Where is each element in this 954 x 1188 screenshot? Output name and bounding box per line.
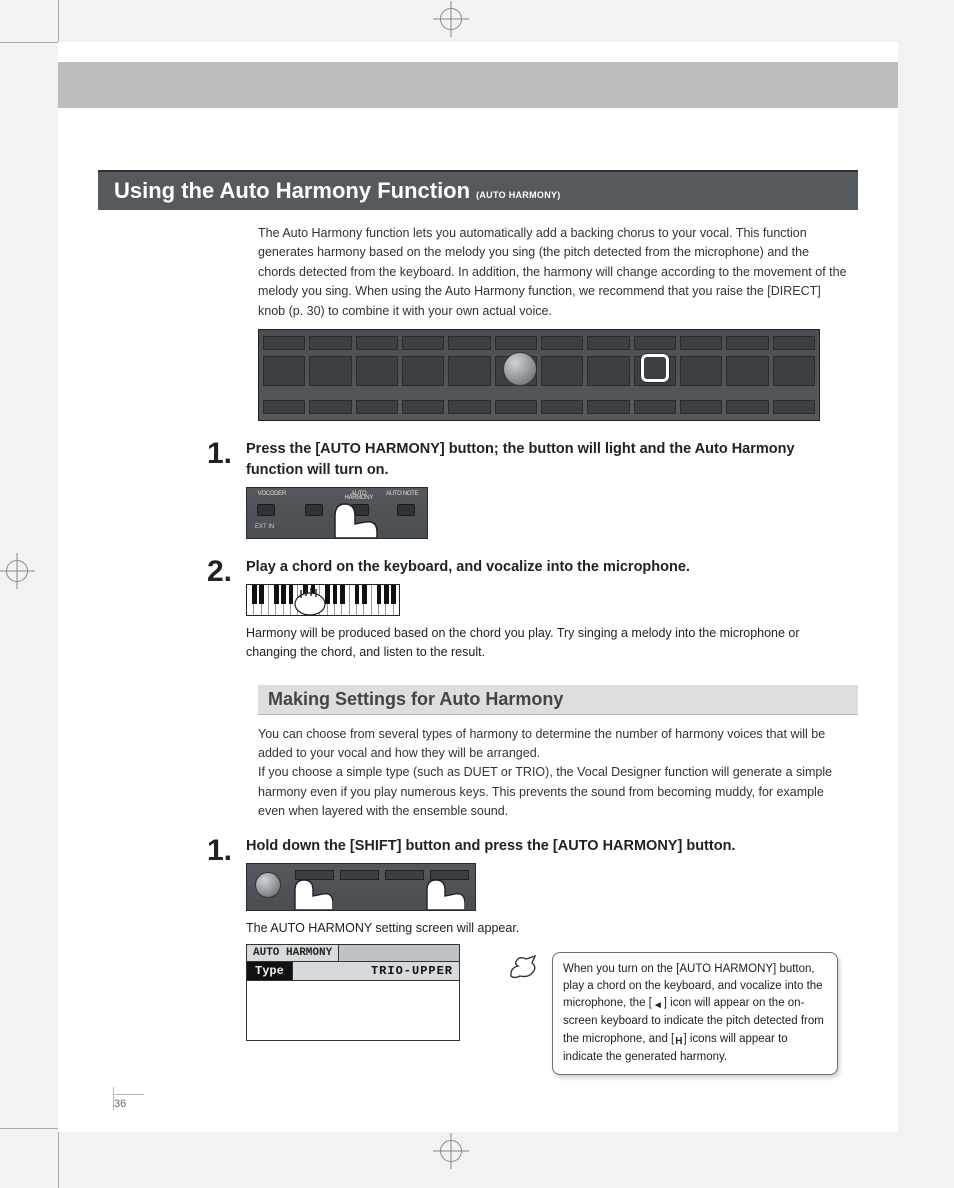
panel-label: AUTO NOTE <box>384 492 422 501</box>
registration-left <box>6 560 28 582</box>
highlight-box <box>641 354 669 382</box>
header-bar <box>58 62 898 108</box>
section-title-main: Using the Auto Harmony Function <box>114 178 470 204</box>
step-after-text: The AUTO HARMONY setting screen will app… <box>246 919 806 938</box>
finger-icon <box>287 874 333 910</box>
knob-icon <box>503 352 537 386</box>
step-a1: 1. Press the [AUTO HARMONY] button; the … <box>98 439 858 539</box>
finger-icon <box>325 498 379 538</box>
step-after-text: Harmony will be produced based on the ch… <box>246 624 806 663</box>
subsection-title: Making Settings for Auto Harmony <box>258 685 858 715</box>
lcd-header: AUTO HARMONY <box>247 945 339 962</box>
subsection-intro: You can choose from several types of har… <box>258 725 848 822</box>
registration-bottom <box>440 1140 462 1162</box>
step-a2: 2. Play a chord on the keyboard, and voc… <box>98 557 858 663</box>
shift-press-graphic <box>246 863 476 911</box>
note: When you turn on the [AUTO HARMONY] butt… <box>508 952 838 1075</box>
lcd-screen: AUTO HARMONY Type TRIO-UPPER <box>246 944 460 1041</box>
step-title: Play a chord on the keyboard, and vocali… <box>246 557 806 578</box>
panel-label: EXT IN <box>255 524 274 530</box>
step-number: 1. <box>98 439 232 539</box>
panel-label: VOCODER <box>253 492 291 501</box>
mic-pitch-icon: ◄ <box>652 998 664 1013</box>
hand-icon <box>293 588 327 616</box>
step-number: 2. <box>98 557 232 663</box>
finger-icon <box>419 874 465 910</box>
page: Using the Auto Harmony Function (AUTO HA… <box>58 42 898 1132</box>
lcd-param: Type <box>247 962 292 980</box>
intro-text: The Auto Harmony function lets you autom… <box>258 224 848 321</box>
content: Using the Auto Harmony Function (AUTO HA… <box>58 108 898 1075</box>
step-number: 1. <box>98 836 232 1075</box>
registration-top <box>440 8 462 30</box>
keyboard-graphic <box>246 584 400 616</box>
step-b1: 1. Hold down the [SHIFT] button and pres… <box>98 836 858 1075</box>
section-title-sub: (AUTO HARMONY) <box>476 190 561 200</box>
section-title: Using the Auto Harmony Function (AUTO HA… <box>98 170 858 210</box>
step-title: Press the [AUTO HARMONY] button; the but… <box>246 439 806 481</box>
note-box: When you turn on the [AUTO HARMONY] butt… <box>552 952 838 1075</box>
step-title: Hold down the [SHIFT] button and press t… <box>246 836 806 857</box>
page-number: 36 <box>114 1094 144 1110</box>
button-press-graphic: VOCODER AUTO HARMONY AUTO NOTE EXT IN <box>246 487 428 539</box>
synth-panel-graphic <box>258 329 820 421</box>
memo-icon <box>508 952 538 985</box>
lcd-value: TRIO-UPPER <box>292 962 459 980</box>
